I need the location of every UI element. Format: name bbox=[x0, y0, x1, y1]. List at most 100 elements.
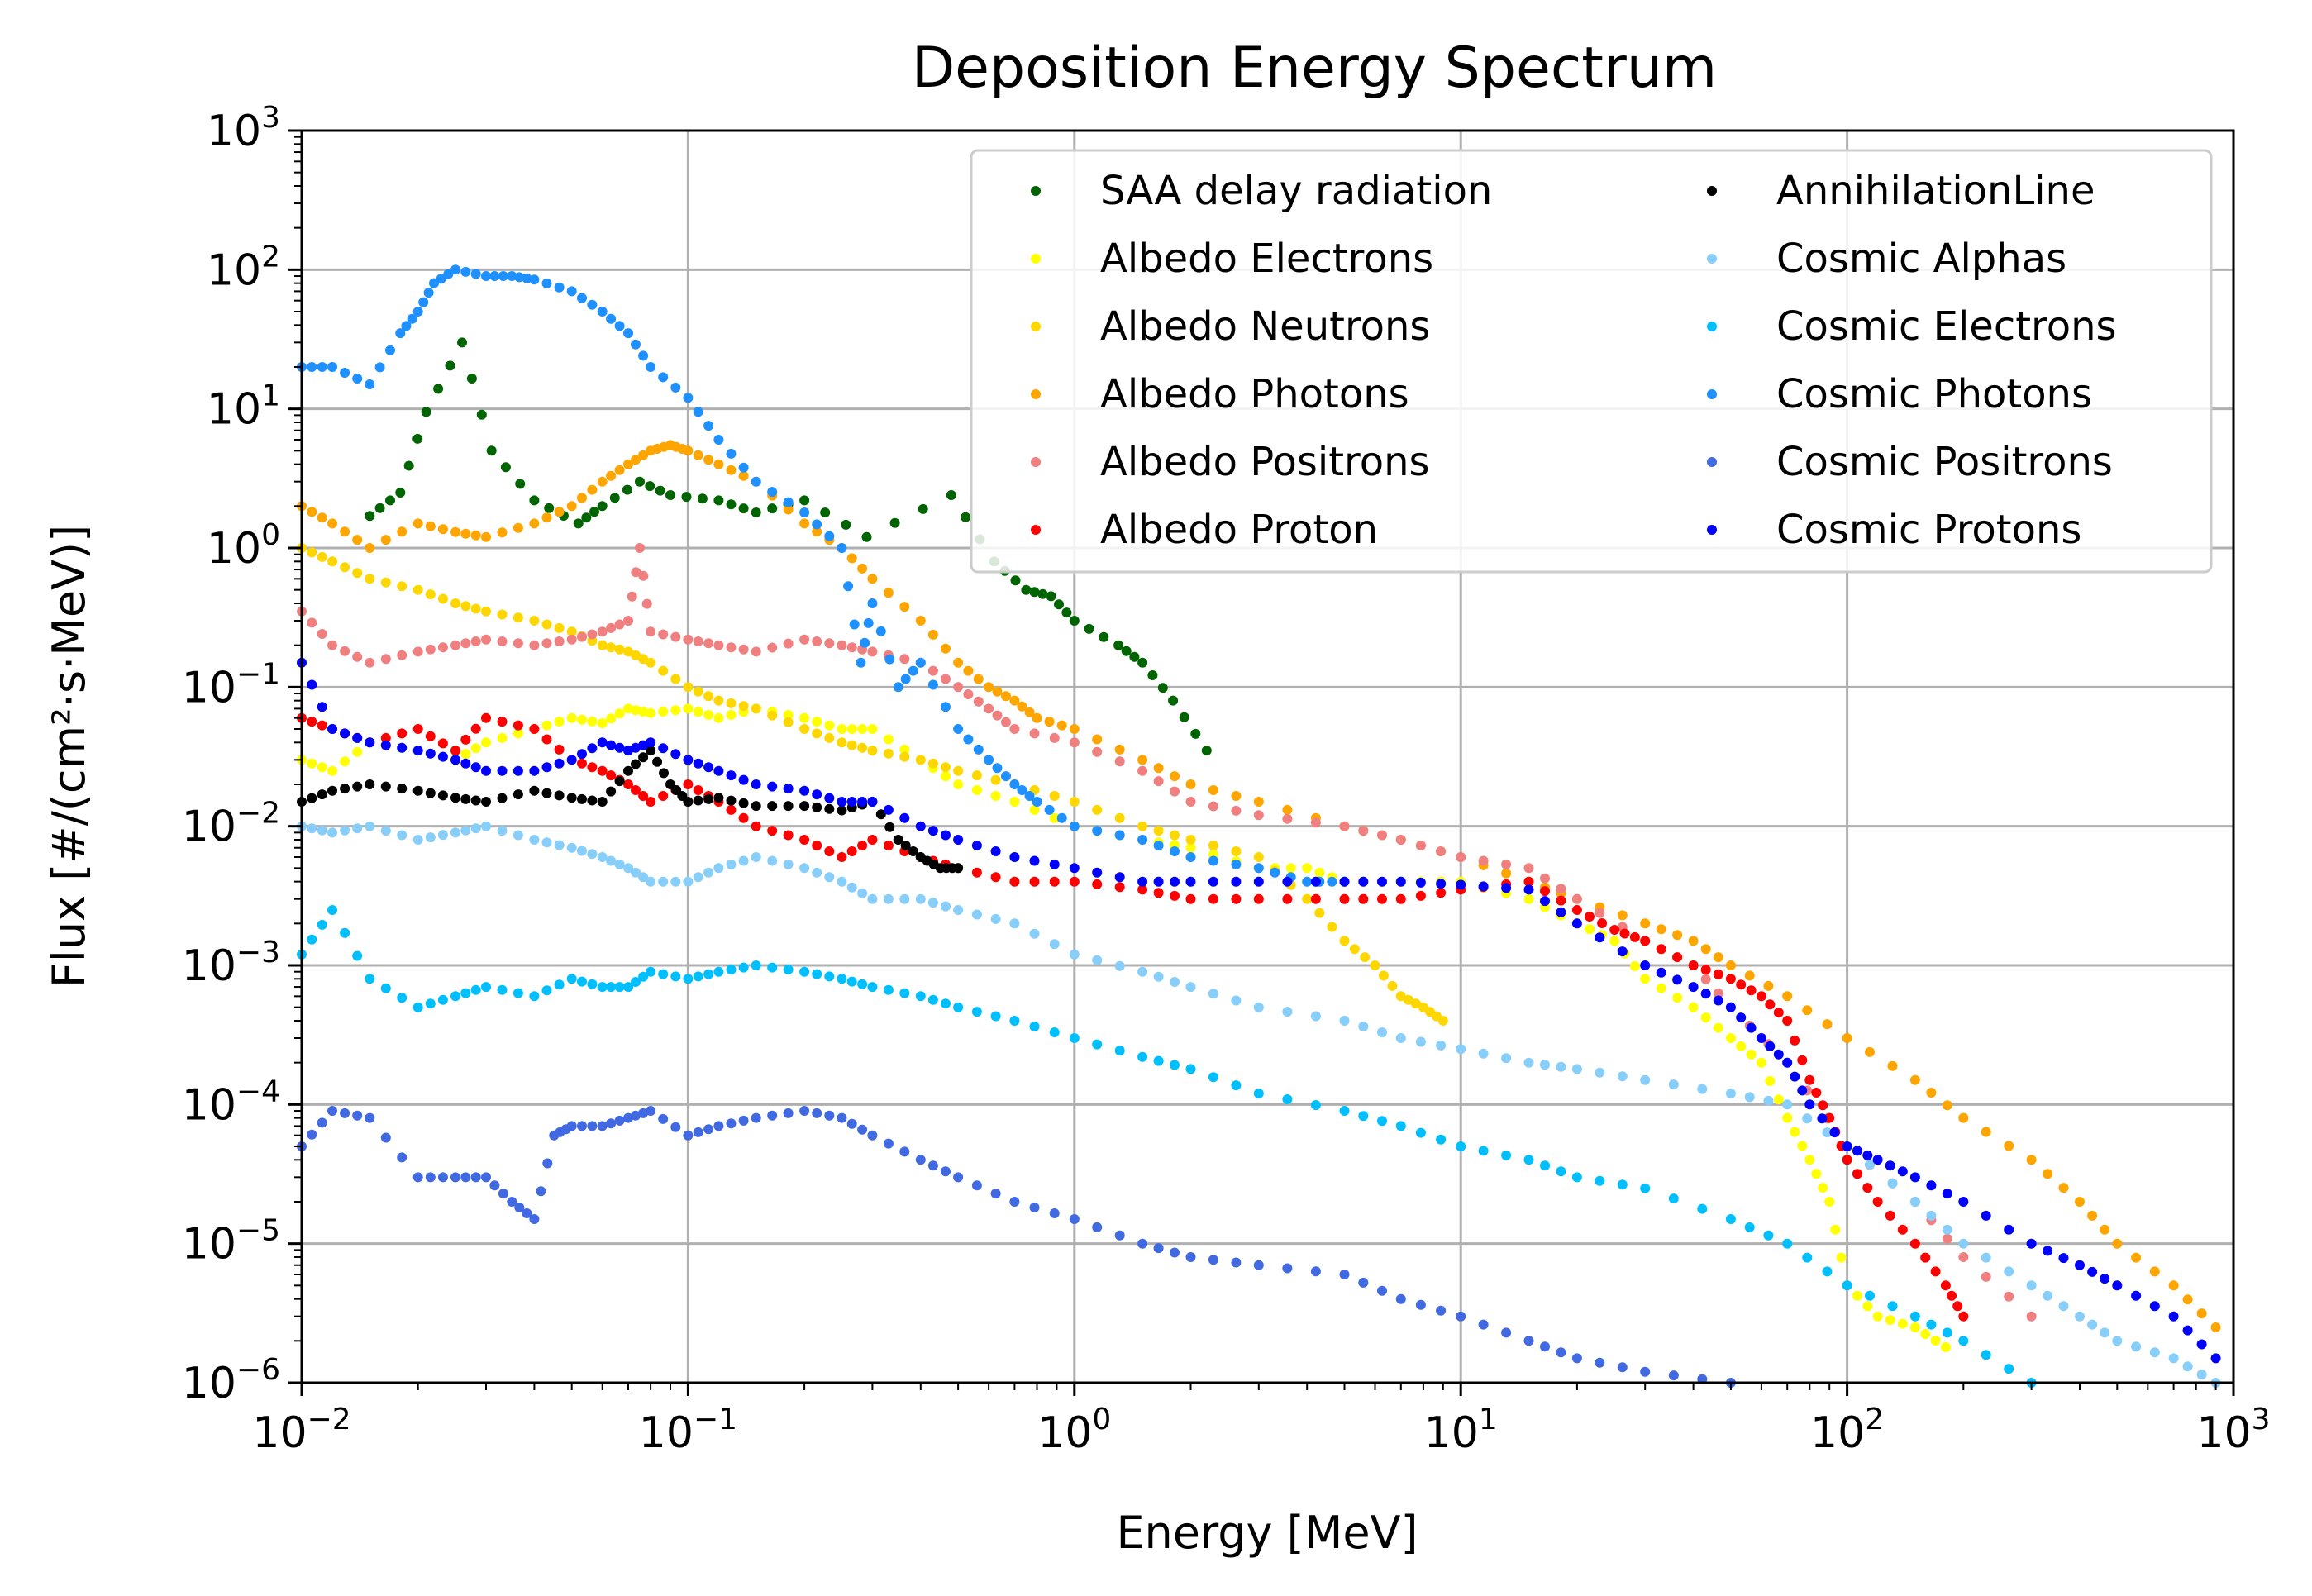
data-point bbox=[726, 499, 737, 510]
data-point bbox=[522, 273, 532, 283]
data-point bbox=[340, 728, 350, 739]
y-tick-label: 10−3 bbox=[182, 936, 280, 991]
data-point bbox=[317, 825, 327, 836]
data-point bbox=[1415, 1299, 1426, 1310]
data-point bbox=[1617, 1179, 1628, 1190]
data-point bbox=[1736, 1041, 1747, 1051]
data-point bbox=[703, 709, 714, 720]
data-point bbox=[317, 919, 327, 930]
data-point bbox=[514, 272, 525, 283]
data-point bbox=[425, 589, 436, 600]
data-point bbox=[1909, 1074, 1920, 1085]
data-point bbox=[1021, 584, 1032, 595]
data-point bbox=[327, 905, 337, 915]
data-point bbox=[1137, 821, 1148, 831]
data-point bbox=[857, 979, 868, 989]
data-point bbox=[1185, 852, 1196, 862]
data-point bbox=[1009, 1016, 1020, 1026]
data-point bbox=[1688, 982, 1699, 993]
data-point bbox=[638, 450, 649, 460]
data-point bbox=[824, 732, 835, 743]
data-point bbox=[1029, 1203, 1040, 1212]
data-point bbox=[867, 598, 878, 608]
data-point bbox=[658, 372, 669, 383]
data-point bbox=[713, 863, 724, 874]
data-point bbox=[1540, 1341, 1550, 1352]
data-point bbox=[425, 731, 436, 741]
data-point bbox=[2026, 1238, 2037, 1249]
data-point bbox=[1700, 1012, 1711, 1023]
data-point bbox=[1842, 1141, 1852, 1151]
data-point bbox=[1029, 876, 1040, 887]
data-point bbox=[587, 762, 598, 773]
data-point bbox=[1981, 1210, 1991, 1221]
data-point bbox=[953, 779, 964, 789]
data-point bbox=[837, 852, 847, 862]
data-point bbox=[327, 827, 337, 838]
data-point bbox=[1044, 804, 1055, 815]
data-point bbox=[606, 622, 617, 633]
data-point bbox=[1697, 1203, 1708, 1214]
data-point bbox=[412, 785, 423, 796]
data-point bbox=[1688, 936, 1699, 946]
data-point bbox=[857, 1124, 868, 1135]
legend-marker bbox=[1031, 186, 1041, 196]
data-point bbox=[1282, 1007, 1293, 1017]
data-point bbox=[915, 755, 926, 765]
data-point bbox=[1387, 980, 1398, 991]
data-point bbox=[481, 634, 491, 645]
data-point bbox=[767, 781, 778, 792]
data-point bbox=[646, 797, 656, 807]
data-point bbox=[352, 732, 363, 743]
data-point bbox=[1302, 893, 1313, 904]
data-point bbox=[1640, 960, 1651, 970]
data-point bbox=[597, 501, 608, 512]
data-point bbox=[1024, 707, 1035, 717]
data-point bbox=[1358, 1022, 1369, 1031]
data-point bbox=[1121, 646, 1132, 656]
data-point bbox=[875, 809, 886, 820]
data-point bbox=[799, 507, 810, 517]
data-point bbox=[631, 1110, 641, 1121]
y-tick-label: 100 bbox=[207, 518, 280, 574]
data-point bbox=[577, 749, 587, 760]
data-point bbox=[857, 742, 868, 753]
data-point bbox=[1395, 1033, 1406, 1043]
data-point bbox=[1185, 1252, 1196, 1262]
data-point bbox=[529, 991, 540, 1002]
data-point bbox=[352, 823, 363, 834]
data-point bbox=[614, 465, 625, 475]
data-point bbox=[365, 657, 375, 668]
data-point bbox=[352, 535, 363, 545]
x-tick-labels: 10−2 10−1 100 101 102 103 bbox=[252, 1403, 2270, 1458]
data-point bbox=[857, 563, 868, 574]
data-point bbox=[307, 823, 317, 834]
data-point bbox=[713, 695, 724, 706]
data-point bbox=[953, 905, 964, 915]
data-point bbox=[1746, 1049, 1757, 1060]
data-point bbox=[1092, 826, 1103, 836]
data-point bbox=[614, 708, 625, 719]
data-point bbox=[1609, 936, 1620, 946]
data-point bbox=[2075, 1311, 2085, 1322]
data-point bbox=[783, 709, 794, 720]
data-point bbox=[658, 876, 669, 887]
data-point bbox=[500, 462, 511, 473]
legend-marker bbox=[1707, 457, 1717, 467]
data-point bbox=[1897, 1224, 1908, 1235]
data-point bbox=[1942, 1327, 1952, 1338]
data-point bbox=[470, 743, 481, 754]
data-point bbox=[659, 768, 669, 779]
data-point bbox=[307, 717, 317, 727]
x-tick-label: 100 bbox=[1037, 1403, 1111, 1458]
data-point bbox=[365, 821, 375, 831]
data-point bbox=[418, 297, 429, 307]
legend-marker bbox=[1707, 389, 1717, 399]
data-point bbox=[1668, 1193, 1679, 1204]
data-point bbox=[1865, 1160, 1875, 1170]
data-point bbox=[470, 823, 481, 834]
data-point bbox=[638, 654, 649, 665]
data-point bbox=[317, 551, 327, 562]
data-point bbox=[1765, 1041, 1776, 1051]
data-point bbox=[1797, 1055, 1808, 1065]
